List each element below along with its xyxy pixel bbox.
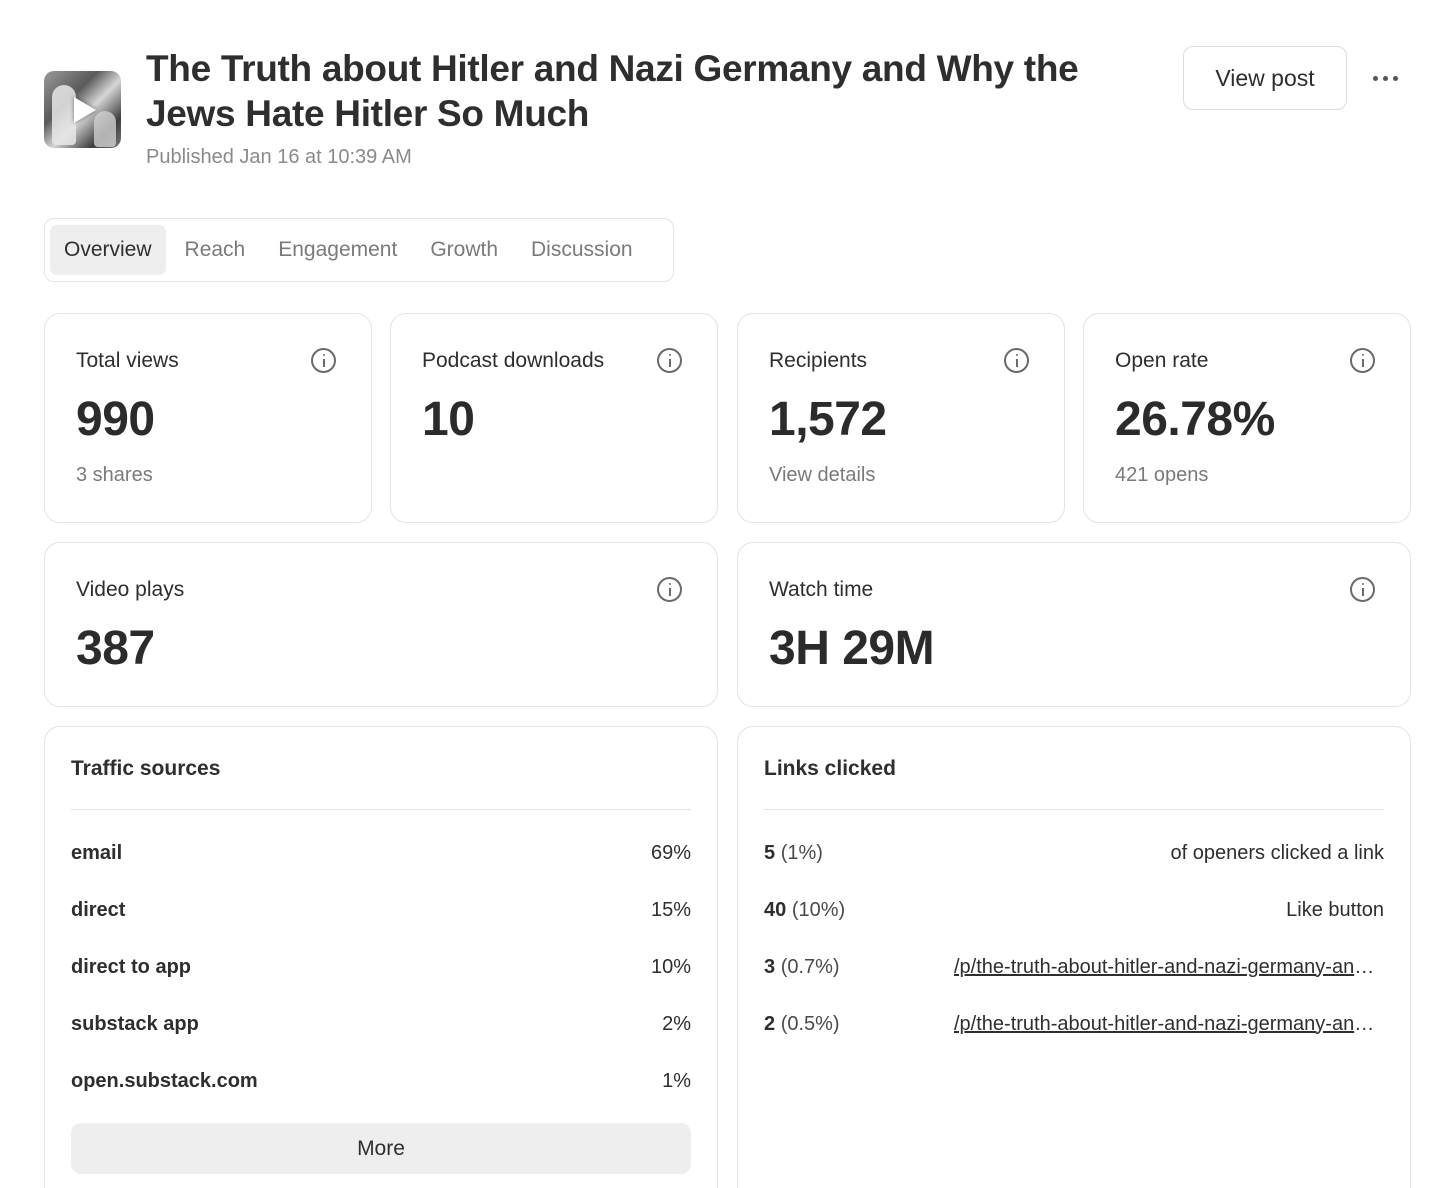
- panel-title: Links clicked: [764, 757, 896, 780]
- list-item: substack app 2%: [71, 1009, 691, 1039]
- list-item: email 69%: [71, 838, 691, 868]
- card-value: 10: [422, 393, 475, 446]
- thumbnail-figure: [94, 111, 116, 147]
- recipients-card: Recipients 1,572 View details: [737, 313, 1065, 523]
- source-percent: 69%: [650, 841, 691, 864]
- info-icon[interactable]: [311, 348, 336, 373]
- divider: [764, 809, 1384, 810]
- card-value: 387: [76, 622, 155, 675]
- post-title: The Truth about Hitler and Nazi Germany …: [146, 48, 1079, 134]
- count-value: 40: [764, 898, 787, 921]
- traffic-sources-panel: Traffic sources email 69% direct 15% dir…: [44, 726, 718, 1188]
- info-icon[interactable]: [657, 348, 682, 373]
- dot: [1382, 75, 1388, 81]
- panel-title: Traffic sources: [71, 757, 221, 780]
- dot: [1392, 75, 1398, 81]
- more-horizontal-icon[interactable]: [1366, 62, 1404, 94]
- list-item: 40 (10%) Like button: [764, 895, 1384, 925]
- podcast-downloads-card: Podcast downloads 10: [390, 313, 718, 523]
- link-target: of openers clicked a link: [1170, 841, 1384, 864]
- card-label: Podcast downloads: [422, 349, 605, 372]
- source-name: email: [71, 841, 123, 864]
- count-percent: (1%): [780, 841, 823, 864]
- count-percent: (10%): [791, 898, 846, 921]
- tab-reach[interactable]: Reach: [184, 238, 246, 261]
- more-button[interactable]: More: [71, 1123, 691, 1174]
- play-icon: [74, 97, 96, 123]
- card-label: Video plays: [76, 578, 185, 601]
- open-rate-card: Open rate 26.78% 421 opens: [1083, 313, 1411, 523]
- info-icon[interactable]: [657, 577, 682, 602]
- click-count: 5 (1%): [764, 842, 823, 865]
- card-value: 1,572: [769, 393, 887, 446]
- card-subtext: 421 opens: [1115, 464, 1209, 486]
- list-item: 2 (0.5%) /p/the-truth-about-hitler-and-n…: [764, 1009, 1384, 1039]
- card-subtext: 3 shares: [76, 464, 153, 486]
- thumbnail-figure: [52, 85, 76, 145]
- card-label: Watch time: [769, 578, 874, 601]
- post-link[interactable]: /p/the-truth-about-hitler-and-nazi-germa…: [954, 1012, 1384, 1035]
- total-views-card: Total views 990 3 shares: [44, 313, 372, 523]
- link-target: Like button: [1286, 898, 1384, 921]
- list-item: direct to app 10%: [71, 952, 691, 982]
- info-icon[interactable]: [1350, 577, 1375, 602]
- source-name: direct: [71, 898, 126, 921]
- count-value: 3: [764, 955, 776, 978]
- tab-engagement[interactable]: Engagement: [278, 238, 398, 261]
- card-label: Recipients: [769, 349, 868, 372]
- view-details-link[interactable]: View details: [769, 464, 876, 486]
- card-value: 26.78%: [1115, 393, 1275, 446]
- click-count: 2 (0.5%): [764, 1013, 840, 1036]
- source-percent: 15%: [650, 898, 691, 921]
- watch-time-card: Watch time 3H 29M: [737, 542, 1411, 707]
- source-percent: 10%: [650, 955, 691, 978]
- card-label: Total views: [76, 349, 179, 372]
- dot: [1372, 75, 1378, 81]
- links-clicked-panel: Links clicked 5 (1%) of openers clicked …: [737, 726, 1411, 1188]
- count-percent: (0.5%): [780, 1012, 840, 1035]
- list-item: 3 (0.7%) /p/the-truth-about-hitler-and-n…: [764, 952, 1384, 982]
- stats-tabs: Overview Reach Engagement Growth Discuss…: [44, 218, 674, 282]
- source-name: direct to app: [71, 955, 192, 978]
- post-link[interactable]: /p/the-truth-about-hitler-and-nazi-germa…: [954, 955, 1384, 978]
- info-icon[interactable]: [1350, 348, 1375, 373]
- card-value: 990: [76, 393, 155, 446]
- count-value: 2: [764, 1012, 776, 1035]
- source-percent: 1%: [662, 1069, 691, 1092]
- source-name: open.substack.com: [71, 1069, 258, 1092]
- card-label: Open rate: [1115, 349, 1209, 372]
- list-item: 5 (1%) of openers clicked a link: [764, 838, 1384, 868]
- divider: [71, 809, 691, 810]
- count-percent: (0.7%): [780, 955, 840, 978]
- click-count: 40 (10%): [764, 899, 845, 922]
- tab-growth[interactable]: Growth: [430, 238, 499, 261]
- tab-overview[interactable]: Overview: [50, 225, 166, 275]
- list-item: open.substack.com 1%: [71, 1066, 691, 1096]
- video-plays-card: Video plays 387: [44, 542, 718, 707]
- click-count: 3 (0.7%): [764, 956, 840, 979]
- list-item: direct 15%: [71, 895, 691, 925]
- tab-discussion[interactable]: Discussion: [531, 238, 633, 261]
- source-name: substack app: [71, 1012, 199, 1035]
- card-value: 3H 29M: [769, 622, 935, 675]
- source-percent: 2%: [662, 1012, 691, 1035]
- info-icon[interactable]: [1004, 348, 1029, 373]
- count-value: 5: [764, 841, 776, 864]
- published-date: Published Jan 16 at 10:39 AM: [146, 146, 412, 168]
- post-thumbnail[interactable]: [44, 71, 121, 148]
- view-post-button[interactable]: View post: [1183, 46, 1347, 110]
